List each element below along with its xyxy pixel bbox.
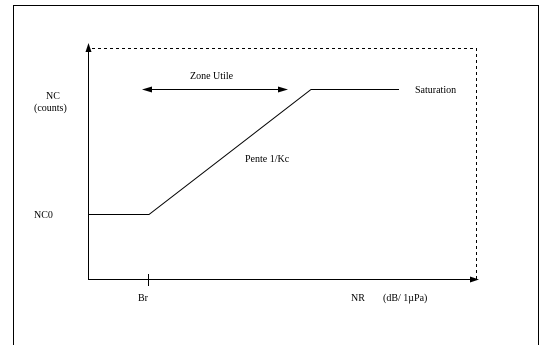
y-axis-title: NC [46,91,60,102]
x-axis-arrowhead [470,276,479,283]
pente-label: Pente 1/Kc [245,154,290,165]
outer-frame [13,5,539,345]
saturation-label: Saturation [415,85,456,96]
response-curve [88,89,399,215]
x-axis-title: NR [351,293,365,304]
y-axis-unit: (counts) [34,103,67,114]
zone-utile-arrowhead-right [278,86,288,93]
br-label: Br [138,293,149,304]
x-axis-unit: (dB/ 1µPa) [383,293,427,304]
nc0-label: NC0 [34,210,53,221]
zone-utile-arrowhead-left [142,86,152,93]
y-axis-arrowhead [85,43,92,52]
zone-utile-label: Zone Utile [190,71,234,82]
